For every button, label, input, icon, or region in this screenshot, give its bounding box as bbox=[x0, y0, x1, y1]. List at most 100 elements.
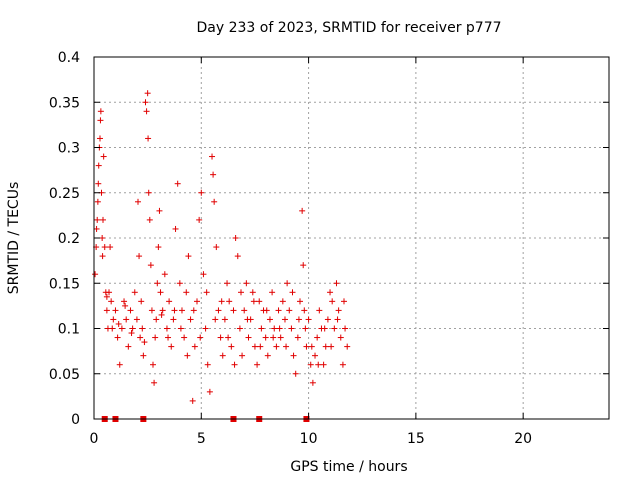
data-point bbox=[237, 289, 244, 296]
data-point bbox=[181, 334, 188, 341]
data-point bbox=[103, 293, 110, 300]
data-point bbox=[327, 289, 334, 296]
y-tick-label: 0.35 bbox=[49, 95, 80, 111]
data-point bbox=[270, 334, 277, 341]
data-point bbox=[123, 316, 130, 323]
data-point bbox=[141, 339, 148, 346]
data-point bbox=[92, 271, 99, 278]
data-point bbox=[177, 325, 184, 332]
x-tick-label: 15 bbox=[407, 431, 425, 447]
data-point bbox=[344, 343, 351, 350]
data-point bbox=[245, 334, 252, 341]
data-point bbox=[144, 90, 151, 97]
data-point bbox=[106, 289, 113, 296]
data-point bbox=[178, 307, 185, 314]
data-point bbox=[191, 343, 198, 350]
y-tick-label: 0.3 bbox=[58, 141, 80, 157]
data-point bbox=[203, 289, 210, 296]
data-point bbox=[217, 334, 224, 341]
data-point bbox=[158, 311, 165, 318]
data-point bbox=[294, 334, 301, 341]
data-point bbox=[212, 316, 219, 323]
data-point bbox=[206, 388, 213, 395]
data-point bbox=[334, 316, 341, 323]
data-point bbox=[138, 298, 145, 305]
scatter-points bbox=[92, 90, 351, 404]
data-point bbox=[159, 307, 166, 314]
data-point bbox=[284, 280, 291, 287]
data-point bbox=[202, 325, 209, 332]
data-point bbox=[170, 316, 177, 323]
data-point bbox=[145, 135, 152, 142]
data-point bbox=[328, 343, 335, 350]
data-point bbox=[249, 289, 256, 296]
data-point bbox=[94, 216, 101, 223]
data-point bbox=[295, 316, 302, 323]
x-tick-label: 10 bbox=[300, 431, 318, 447]
data-point bbox=[107, 244, 114, 251]
data-point bbox=[109, 325, 116, 332]
data-point bbox=[271, 325, 278, 332]
data-point bbox=[324, 316, 331, 323]
data-point bbox=[236, 325, 243, 332]
data-point bbox=[153, 316, 160, 323]
data-point bbox=[215, 307, 222, 314]
data-point bbox=[312, 352, 319, 359]
data-point bbox=[335, 307, 342, 314]
data-point bbox=[210, 171, 217, 178]
data-point bbox=[194, 298, 200, 305]
data-point bbox=[137, 334, 144, 341]
x-tick-label: 0 bbox=[90, 431, 99, 447]
data-point bbox=[288, 325, 295, 332]
data-point bbox=[183, 289, 190, 296]
data-point bbox=[263, 307, 270, 314]
data-point bbox=[128, 330, 135, 337]
data-point bbox=[95, 180, 102, 187]
data-point bbox=[239, 352, 246, 359]
data-point bbox=[232, 235, 239, 241]
data-point bbox=[165, 334, 172, 341]
data-point bbox=[257, 343, 264, 350]
data-point bbox=[320, 361, 327, 368]
data-point bbox=[172, 225, 179, 232]
data-point bbox=[140, 352, 147, 359]
data-point bbox=[145, 189, 152, 196]
data-point bbox=[156, 207, 163, 214]
data-point bbox=[224, 280, 231, 287]
y-tick-label: 0.1 bbox=[58, 322, 80, 338]
y-tick-label: 0.05 bbox=[49, 367, 80, 383]
data-point bbox=[258, 325, 265, 332]
data-point bbox=[114, 334, 121, 341]
data-point bbox=[305, 316, 312, 323]
data-point bbox=[129, 325, 136, 332]
axis-ticks: 0 5 10 15 20 0 0.05 0.1 0.15 0.2 0.25 0.3 0.35 0.4 bbox=[49, 50, 609, 447]
data-point bbox=[136, 253, 143, 260]
data-point bbox=[94, 198, 101, 205]
data-point bbox=[218, 298, 225, 305]
data-point bbox=[322, 343, 329, 350]
plot-frame bbox=[93, 56, 610, 420]
data-point bbox=[171, 307, 178, 314]
y-tick-label: 0.25 bbox=[49, 186, 80, 202]
data-point bbox=[198, 189, 205, 196]
data-point bbox=[276, 325, 283, 332]
data-point bbox=[225, 334, 232, 341]
data-point bbox=[221, 316, 228, 323]
data-point bbox=[277, 334, 284, 341]
data-point bbox=[143, 108, 150, 115]
data-point bbox=[174, 180, 181, 187]
data-point bbox=[273, 343, 280, 350]
data-point bbox=[333, 280, 340, 287]
data-point bbox=[329, 298, 336, 305]
data-point bbox=[142, 99, 149, 106]
data-point bbox=[264, 352, 271, 359]
data-point bbox=[283, 343, 290, 350]
data-point bbox=[93, 225, 100, 232]
data-point bbox=[219, 352, 226, 359]
data-point bbox=[157, 289, 164, 296]
data-point bbox=[97, 135, 104, 142]
data-point bbox=[155, 244, 162, 251]
data-point bbox=[97, 117, 104, 124]
data-point bbox=[275, 307, 282, 314]
data-point bbox=[307, 361, 314, 368]
